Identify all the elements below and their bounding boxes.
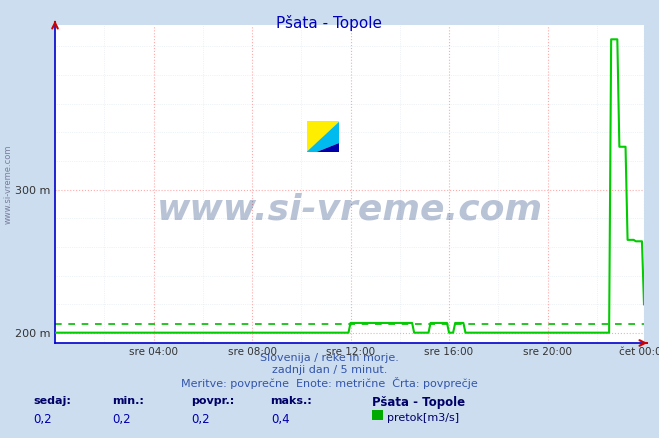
Text: 0,2: 0,2 [34,413,52,426]
Polygon shape [316,143,339,152]
Polygon shape [306,121,339,152]
Text: maks.:: maks.: [270,396,312,406]
Text: pretok[m3/s]: pretok[m3/s] [387,413,459,423]
Text: 0,2: 0,2 [192,413,210,426]
Text: sedaj:: sedaj: [33,396,71,406]
Text: Slovenija / reke in morje.: Slovenija / reke in morje. [260,353,399,363]
Text: Pšata - Topole: Pšata - Topole [277,15,382,32]
Polygon shape [306,121,339,152]
Text: 0,2: 0,2 [113,413,131,426]
Text: povpr.:: povpr.: [191,396,235,406]
Text: Pšata - Topole: Pšata - Topole [372,396,465,410]
Text: min.:: min.: [112,396,144,406]
Text: www.si-vreme.com: www.si-vreme.com [3,144,13,224]
Polygon shape [306,121,339,152]
Text: zadnji dan / 5 minut.: zadnji dan / 5 minut. [272,365,387,375]
Text: 0,4: 0,4 [271,413,289,426]
Text: www.si-vreme.com: www.si-vreme.com [156,192,542,226]
Text: Meritve: povprečne  Enote: metrične  Črta: povprečje: Meritve: povprečne Enote: metrične Črta:… [181,377,478,389]
